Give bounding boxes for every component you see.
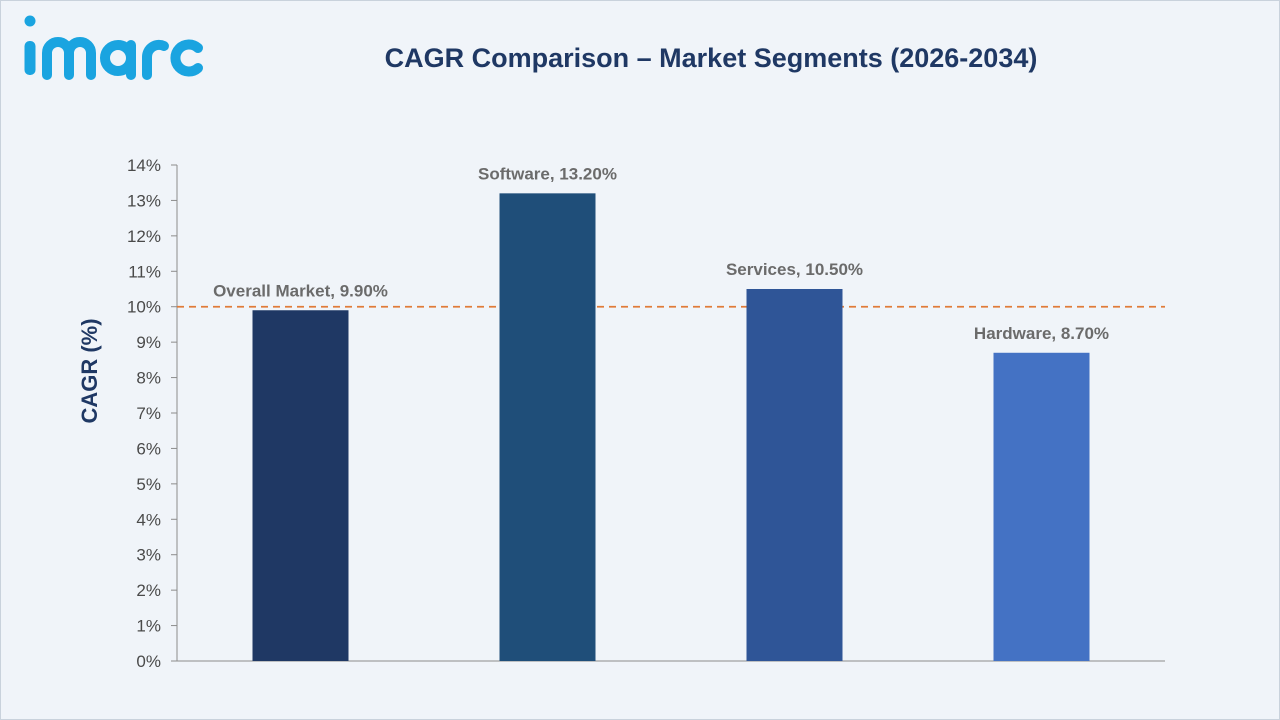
data-label: Overall Market, 9.90% bbox=[213, 281, 388, 300]
bars bbox=[252, 193, 1090, 662]
chart-title: CAGR Comparison – Market Segments (2026-… bbox=[384, 43, 1038, 73]
data-label: Hardware, 8.70% bbox=[974, 324, 1109, 343]
imarc-logo bbox=[21, 15, 206, 81]
bar-hardware bbox=[993, 352, 1090, 661]
bar-overall-market bbox=[252, 310, 349, 661]
y-tick-label: 2% bbox=[136, 581, 161, 600]
y-tick-label: 14% bbox=[127, 156, 161, 175]
y-tick-label: 5% bbox=[136, 475, 161, 494]
data-label: Services, 10.50% bbox=[726, 260, 863, 279]
imarc-logo-graphic bbox=[24, 15, 203, 80]
y-tick-label: 9% bbox=[136, 333, 161, 352]
y-tick-label: 7% bbox=[136, 404, 161, 423]
data-labels: Overall Market, 9.90% Software, 13.20% Ser… bbox=[213, 164, 1109, 342]
y-tick-label: 6% bbox=[136, 439, 161, 458]
y-tick-label: 0% bbox=[136, 652, 161, 671]
y-tick-label: 3% bbox=[136, 546, 161, 565]
y-tick-label: 1% bbox=[136, 617, 161, 636]
bar-software bbox=[499, 193, 596, 662]
data-label: Software, 13.20% bbox=[478, 164, 617, 183]
y-tick-label: 8% bbox=[136, 369, 161, 388]
y-tick-label: 13% bbox=[127, 191, 161, 210]
bar-services bbox=[746, 289, 843, 661]
y-tick-label: 4% bbox=[136, 510, 161, 529]
y-tick-label: 11% bbox=[128, 262, 161, 281]
y-tick-label: 10% bbox=[127, 298, 161, 317]
y-axis-title: CAGR (%) bbox=[77, 318, 102, 423]
y-tick-label: 12% bbox=[127, 227, 161, 246]
